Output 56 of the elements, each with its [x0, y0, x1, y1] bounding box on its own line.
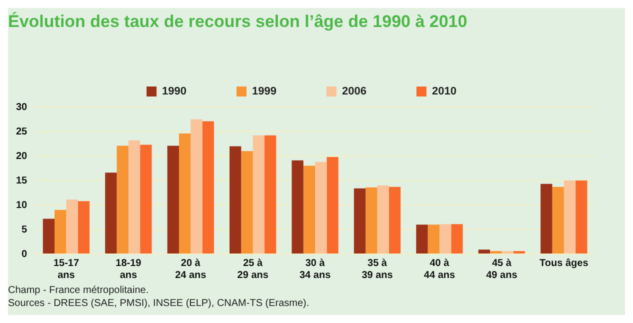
bar: [564, 180, 576, 254]
bar: [202, 121, 214, 254]
bar: [540, 184, 552, 254]
bar: [478, 250, 490, 254]
bar: [128, 140, 140, 254]
x-tick-label: 40 à 44 ans: [424, 258, 456, 281]
bar: [451, 224, 463, 254]
x-tick-label: 25 à 29 ans: [237, 258, 269, 281]
bar: [54, 210, 66, 254]
bar: [326, 156, 338, 254]
y-tick-label: 5: [22, 224, 28, 236]
bar: [388, 186, 401, 254]
bar: [552, 186, 564, 254]
y-tick-label: 15: [16, 175, 28, 186]
bar: [167, 146, 179, 254]
chart-title: Évolution des taux de recours selon l’âge de 1990 à 2010: [8, 11, 468, 33]
bar: [190, 119, 202, 254]
bar: [576, 180, 588, 254]
bar: [116, 146, 128, 254]
legend-label: 1990: [162, 86, 187, 98]
bar: [241, 151, 253, 254]
bar: [366, 187, 378, 254]
bar: [439, 224, 452, 254]
bar: [66, 200, 78, 254]
bar: [292, 160, 304, 254]
x-tick-label: 35 à 39 ans: [362, 258, 394, 281]
source-note: Sources - DREES (SAE, PMSI), INSEE (ELP), CNAM-TS (Erasme).: [8, 297, 310, 310]
bar: [416, 224, 428, 254]
x-tick-label: 18-19 ans: [116, 258, 142, 281]
y-tick-label: 25: [16, 126, 28, 138]
y-tick-label: 10: [16, 200, 28, 211]
y-tick-label: 20: [16, 150, 28, 162]
y-tick-label: 0: [22, 248, 28, 260]
bar: [78, 201, 90, 254]
y-tick-label: 30: [16, 102, 28, 113]
x-tick-label: 30 à 34 ans: [299, 258, 332, 281]
bar: [264, 135, 276, 254]
x-tick-label: 15-17 ans: [53, 258, 80, 281]
legend-label: 2010: [432, 86, 456, 98]
bar: [428, 224, 440, 254]
bar: [315, 162, 327, 254]
bar: [140, 144, 152, 254]
bar: [230, 146, 242, 254]
bar: [303, 166, 316, 254]
legend-label: 2006: [342, 86, 366, 98]
bar: [178, 133, 191, 254]
bar: [252, 135, 265, 254]
bar: [377, 185, 389, 254]
x-tick-label: 20 à 24 ans: [175, 258, 207, 281]
text: Champ - France métropolitaine.: [8, 284, 150, 297]
legend-label: 1999: [252, 86, 277, 98]
bar: [354, 188, 366, 254]
bar: [42, 218, 55, 254]
x-tick-label: 45 à 49 ans: [486, 258, 518, 281]
x-tick-label: Tous âges: [540, 258, 589, 269]
bar: [105, 172, 117, 254]
